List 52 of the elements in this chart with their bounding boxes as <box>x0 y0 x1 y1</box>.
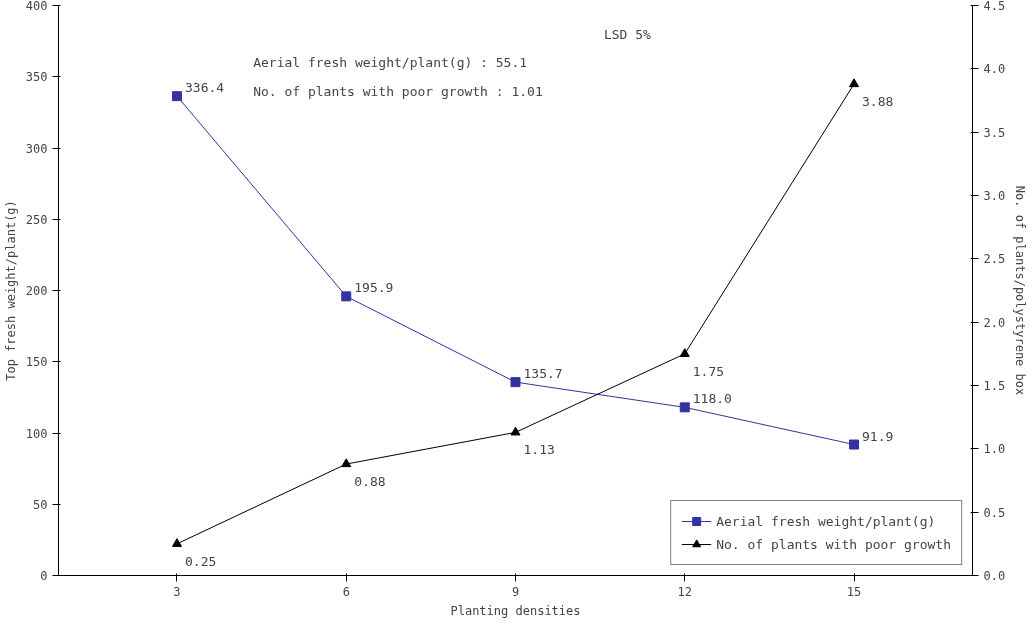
y-tick-label: 300 <box>25 141 48 156</box>
annotation: LSD 5% <box>603 26 652 42</box>
x-tick-label: 15 <box>846 584 862 599</box>
legend-label: Aerial fresh weight/plant(g) <box>716 513 936 529</box>
x-tick-label: 3 <box>173 584 181 599</box>
y2-tick-label: 4.0 <box>983 62 1006 77</box>
data-label: 1.13 <box>523 442 555 458</box>
point <box>510 377 521 388</box>
point <box>849 439 860 450</box>
data-label: 118.0 <box>692 391 732 407</box>
data-label: 135.7 <box>523 366 563 382</box>
point <box>171 91 182 102</box>
y-axis-title: Top fresh weight/plant(g) <box>3 200 18 381</box>
annotation: Aerial fresh weight/plant(g) : 55.1 <box>253 55 528 70</box>
y-tick-label: 250 <box>25 212 48 227</box>
y2-tick-label: 2.5 <box>983 252 1006 267</box>
data-label: 0.88 <box>354 474 386 490</box>
data-label: 195.9 <box>354 280 394 296</box>
y2-tick-label: 2.0 <box>983 315 1006 330</box>
y-tick-label: 100 <box>25 426 48 441</box>
point <box>679 402 690 413</box>
y2-tick-label: 3.5 <box>983 125 1006 140</box>
y-tick-label: 200 <box>25 284 48 298</box>
x-axis-title: Planting densities <box>450 603 581 618</box>
x-tick-label: 12 <box>677 584 692 599</box>
y2-tick-label: 3.0 <box>983 189 1006 203</box>
y-tick-label: 350 <box>25 70 48 85</box>
point <box>171 538 182 547</box>
point <box>849 78 860 88</box>
y2-tick-label: 0.0 <box>983 569 1006 583</box>
point <box>510 426 521 436</box>
y-tick-label: 50 <box>33 497 48 512</box>
y-tick-label: 0 <box>40 569 48 583</box>
data-label: 336.4 <box>184 80 225 96</box>
y-tick-label: 400 <box>25 0 48 13</box>
legend-label: No. of plants with poor growth <box>716 536 951 552</box>
point <box>341 458 352 468</box>
y2-tick-label: 0.5 <box>983 505 1006 520</box>
data-label: 1.75 <box>692 363 725 379</box>
y-tick-label: 150 <box>25 355 48 370</box>
point <box>341 291 352 302</box>
data-label: 91.9 <box>862 428 894 444</box>
y2-tick-label: 1.0 <box>983 442 1006 457</box>
y2-tick-label: 4.5 <box>983 0 1006 13</box>
y2-axis-title: No. of plants/polystyrene box <box>1013 185 1028 396</box>
annotation: No. of plants with poor growth : 1.01 <box>253 83 543 99</box>
x-tick-label: 9 <box>511 584 520 599</box>
x-tick-label: 6 <box>342 584 350 599</box>
y2-tick-label: 1.5 <box>983 379 1006 393</box>
point <box>679 348 690 357</box>
data-label: 0.25 <box>184 553 217 569</box>
data-label: 3.88 <box>862 94 894 110</box>
